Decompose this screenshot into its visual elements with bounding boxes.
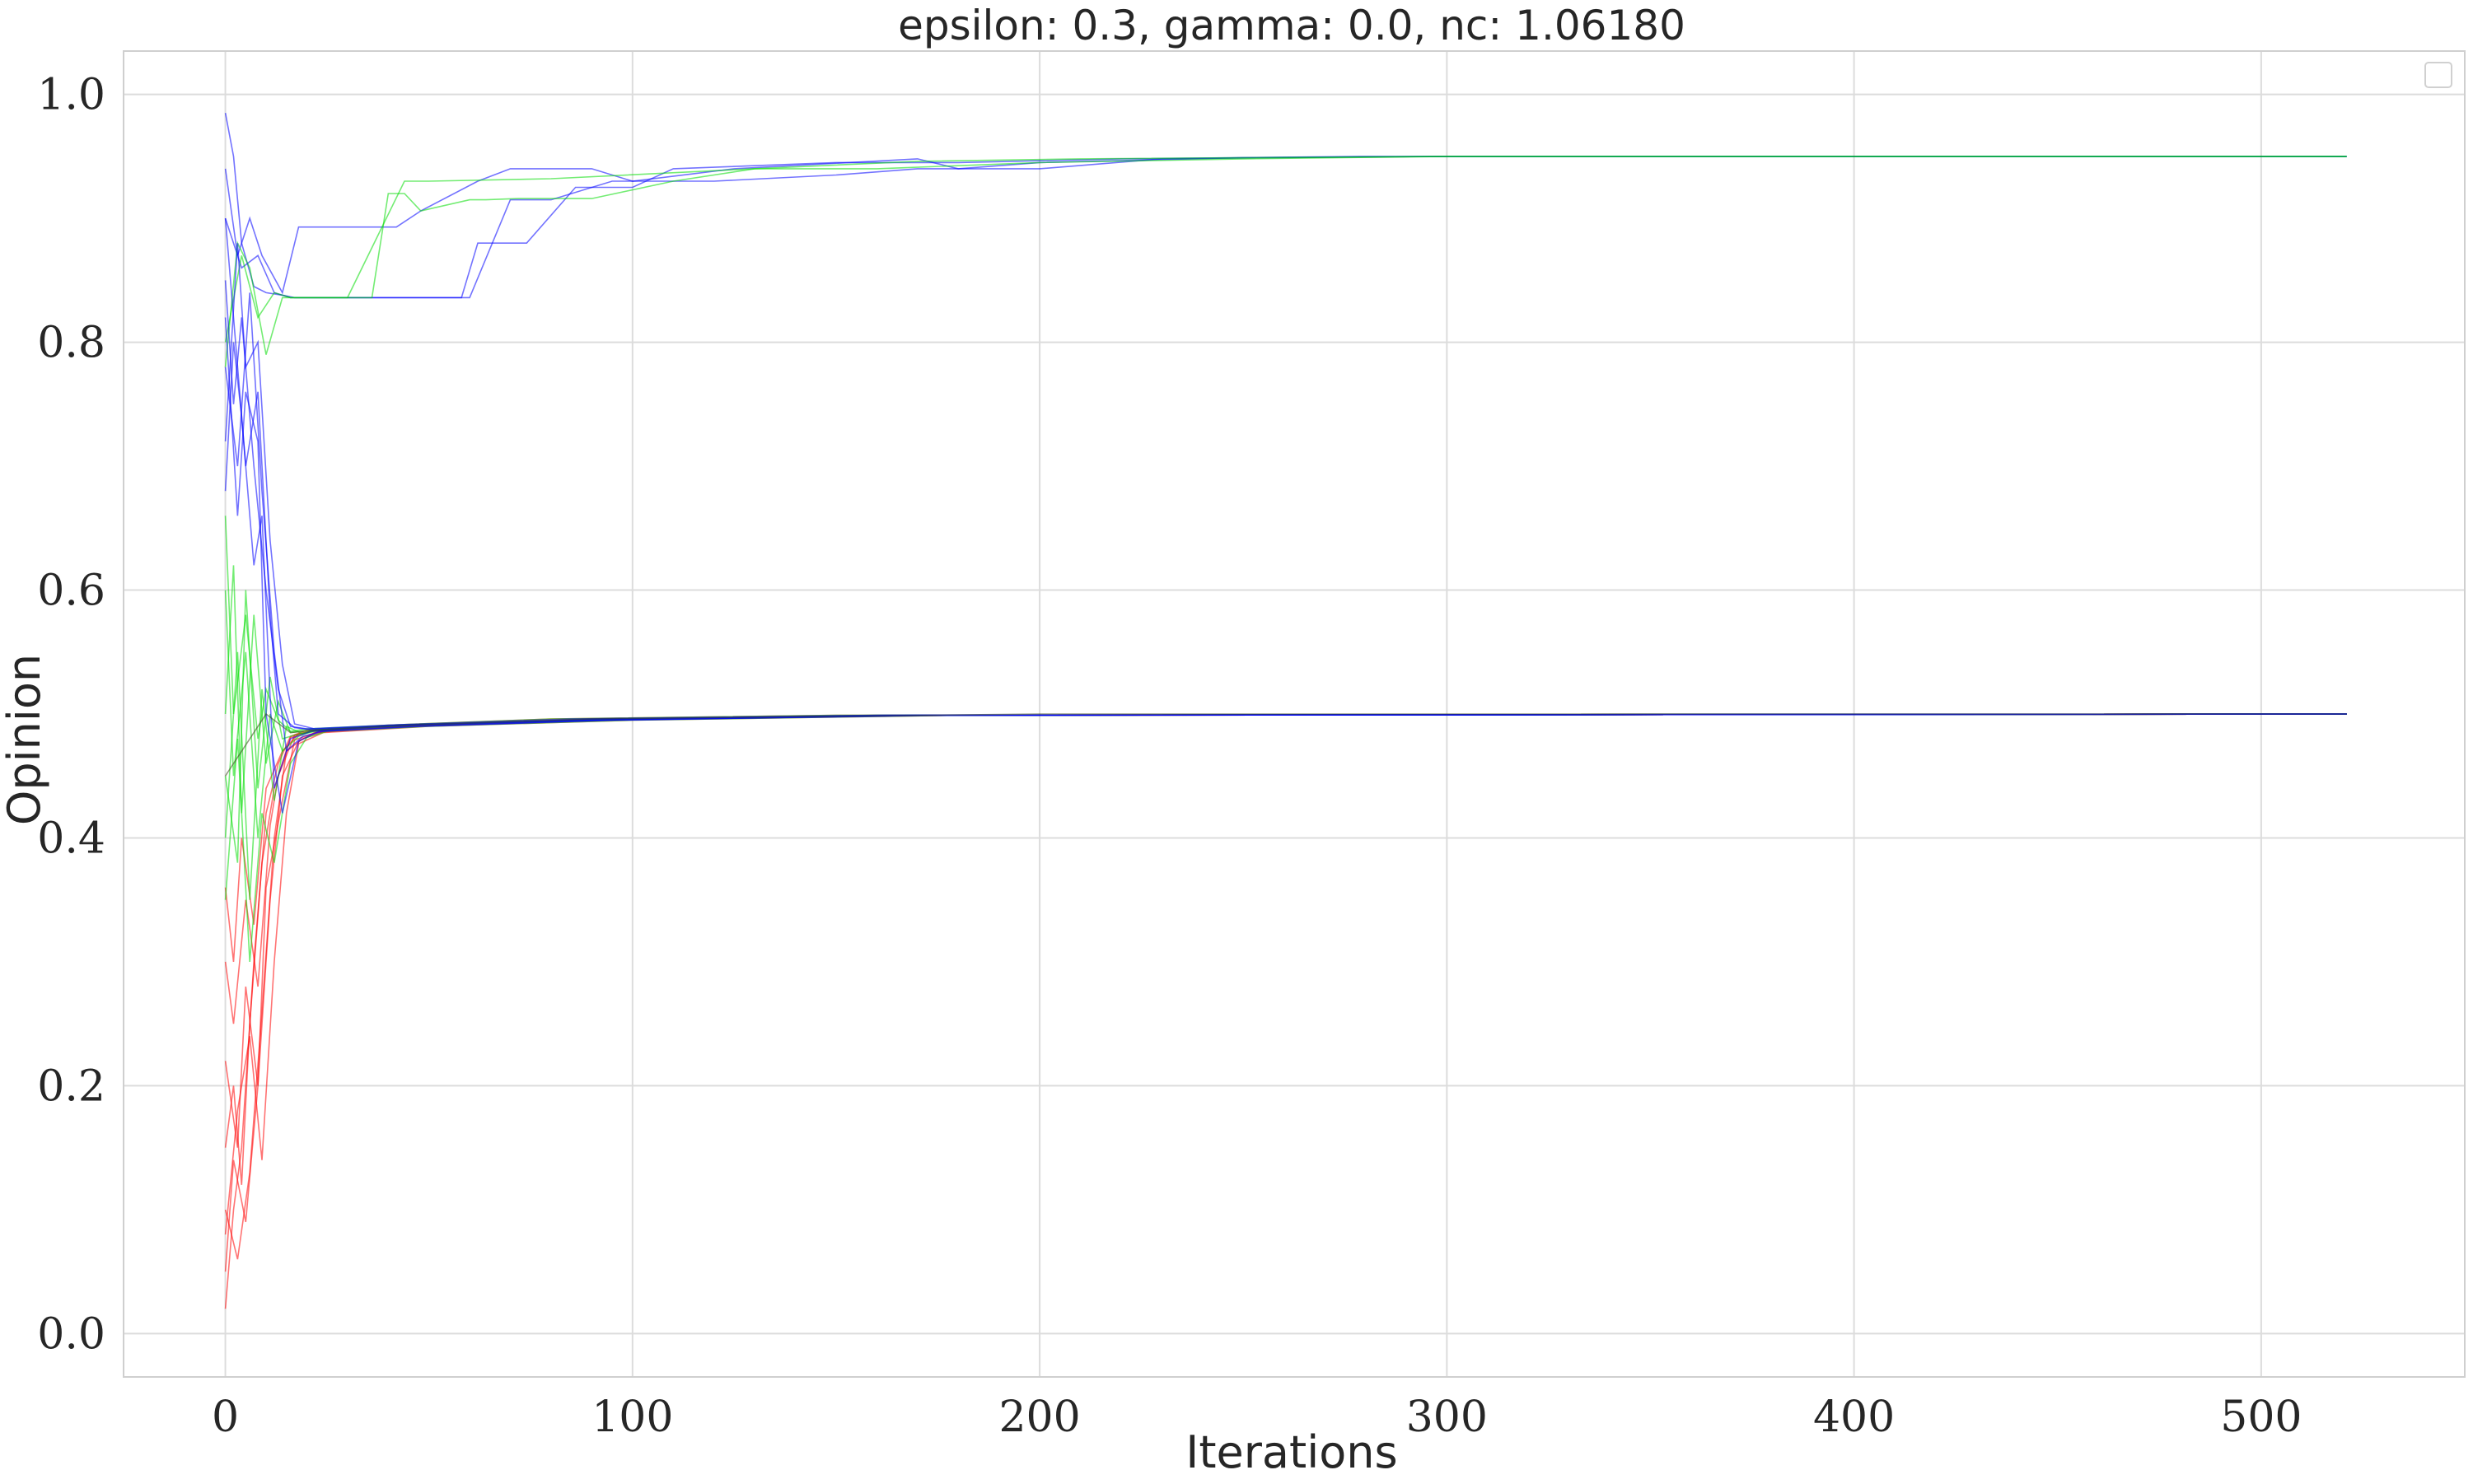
series-line-21 — [224, 218, 2347, 731]
x-tick-label: 200 — [998, 1393, 1080, 1442]
series-line-5 — [224, 713, 2347, 1309]
x-tick-label: 300 — [1406, 1393, 1488, 1442]
x-tick-labels: 0 100 200 300 400 500 — [212, 1393, 2302, 1442]
y-axis-label: Opinion — [0, 654, 50, 825]
series-line-11 — [224, 713, 2347, 1235]
series-line-24 — [224, 317, 2347, 814]
series-line-20 — [224, 243, 2347, 730]
series-line-6 — [224, 713, 2347, 1272]
y-tick-label: 0.6 — [37, 567, 105, 616]
series-line-2 — [224, 156, 2347, 299]
y-tick-label: 0.2 — [37, 1062, 105, 1111]
y-tick-label: 1.0 — [37, 71, 105, 120]
series-line-8 — [224, 713, 2347, 1185]
series-line-3 — [224, 156, 2347, 367]
series-line-0 — [224, 113, 2347, 299]
x-tick-label: 400 — [1813, 1393, 1895, 1442]
series-line-4 — [224, 156, 2347, 343]
x-tick-label: 100 — [591, 1393, 673, 1442]
x-axis-label: Iterations — [1185, 1426, 1397, 1478]
series-line-25 — [224, 712, 2347, 777]
series-line-7 — [224, 713, 2347, 1260]
series-line-17 — [224, 516, 2347, 740]
series-line-10 — [224, 713, 2347, 1024]
series-layer — [224, 113, 2347, 1309]
y-tick-label: 0.0 — [37, 1309, 105, 1359]
series-line-19 — [224, 280, 2347, 730]
x-tick-label: 500 — [2220, 1393, 2302, 1442]
series-line-22 — [224, 292, 2347, 753]
series-line-23 — [224, 342, 2347, 789]
y-tick-label: 0.4 — [37, 814, 105, 863]
chart-title: epsilon: 0.3, gamma: 0.0, nc: 1.06180 — [898, 2, 1685, 49]
x-tick-label: 0 — [212, 1393, 239, 1442]
series-line-14 — [224, 651, 2347, 900]
y-gridlines — [124, 93, 2465, 1335]
plot-frame — [123, 50, 2466, 1378]
y-tick-label: 0.8 — [37, 319, 105, 368]
legend-box — [2424, 62, 2452, 88]
series-line-16 — [224, 590, 2347, 863]
series-line-9 — [224, 713, 2347, 1148]
series-line-15 — [224, 565, 2347, 814]
y-tick-labels: 0.0 0.2 0.4 0.6 0.8 1.0 — [37, 71, 105, 1360]
